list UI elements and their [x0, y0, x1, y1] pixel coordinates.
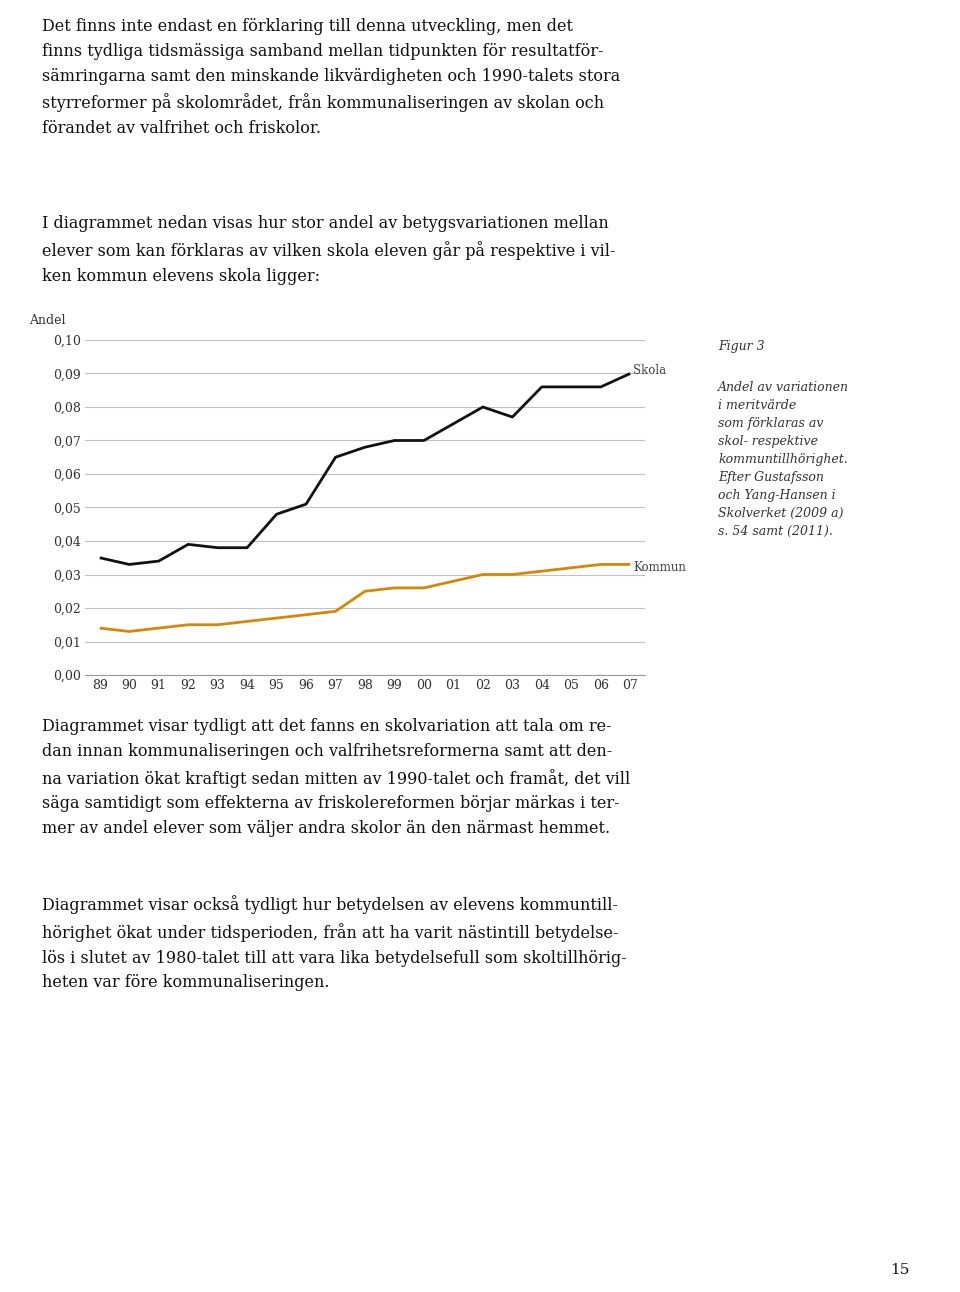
Text: Skola: Skola	[634, 363, 666, 377]
Text: Kommun: Kommun	[634, 561, 686, 575]
Text: Diagrammet visar också tydligt hur betydelsen av elevens kommuntill-
hörighet ök: Diagrammet visar också tydligt hur betyd…	[42, 895, 627, 991]
Text: Det finns inte endast en förklaring till denna utveckling, men det
finns tydliga: Det finns inte endast en förklaring till…	[42, 18, 620, 137]
Text: 15: 15	[890, 1264, 910, 1276]
Text: I diagrammet nedan visas hur stor andel av betygsvariationen mellan
elever som k: I diagrammet nedan visas hur stor andel …	[42, 214, 615, 284]
Text: Andel: Andel	[29, 314, 65, 327]
Text: Figur 3: Figur 3	[718, 340, 764, 353]
Text: Andel av variationen
i meritvärde
som förklaras av
skol- respektive
kommuntillhö: Andel av variationen i meritvärde som fö…	[718, 381, 849, 537]
Text: Diagrammet visar tydligt att det fanns en skolvariation att tala om re-
dan inna: Diagrammet visar tydligt att det fanns e…	[42, 718, 631, 837]
